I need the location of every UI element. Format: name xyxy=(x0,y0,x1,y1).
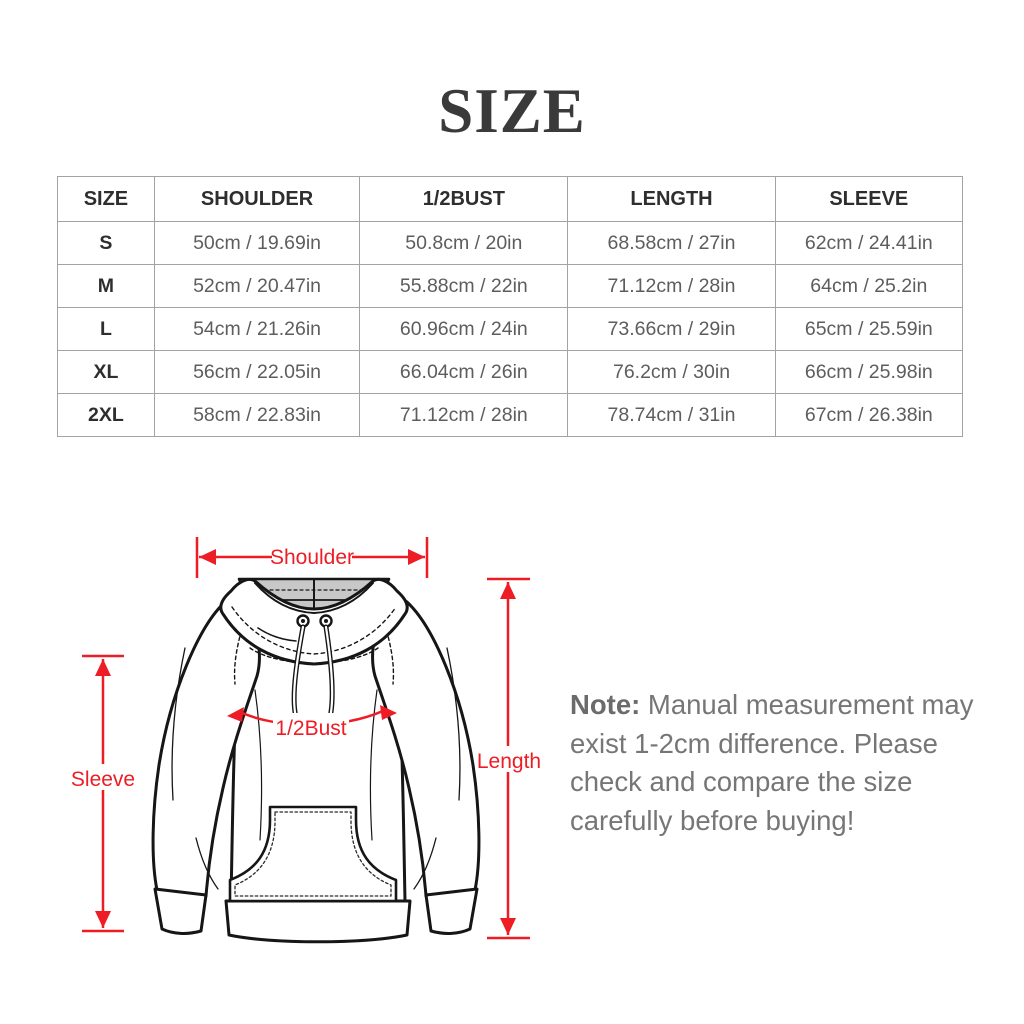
col-header-bust: 1/2BUST xyxy=(359,176,569,222)
bust-label: 1/2Bust xyxy=(275,717,346,740)
note-line-3: check and compare the size xyxy=(570,766,913,797)
cell-shoulder: 52cm / 20.47in xyxy=(153,264,361,308)
length-measure-arrow: Length xyxy=(476,577,542,940)
length-label: Length xyxy=(477,750,541,773)
bust-measure-arrow: 1/2Bust xyxy=(227,705,397,740)
cell-bust: 50.8cm / 20in xyxy=(359,221,569,265)
shoulder-measure-arrow: Shoulder xyxy=(195,537,429,578)
cell-sleeve: 67cm / 26.38in xyxy=(774,393,964,437)
cell-size: L xyxy=(57,307,155,351)
cell-shoulder: 54cm / 21.26in xyxy=(153,307,361,351)
note-line-1: Manual measurement may xyxy=(640,689,974,720)
cell-length: 68.58cm / 27in xyxy=(567,221,776,265)
cell-bust: 66.04cm / 26in xyxy=(359,350,569,394)
hoodie-measurement-diagram: Shoulder 1/2Bust Sleeve xyxy=(67,537,542,944)
cell-shoulder: 58cm / 22.83in xyxy=(153,393,361,437)
cell-sleeve: 66cm / 25.98in xyxy=(774,350,964,394)
table-row: S 50cm / 19.69in 50.8cm / 20in 68.58cm /… xyxy=(57,221,964,265)
size-chart-table: SIZE SHOULDER 1/2BUST LENGTH SLEEVE S 50… xyxy=(57,176,964,437)
right-cuff xyxy=(424,887,479,935)
cell-shoulder: 56cm / 22.05in xyxy=(153,350,361,394)
col-header-sleeve: SLEEVE xyxy=(774,176,964,222)
table-row: XL 56cm / 22.05in 66.04cm / 26in 76.2cm … xyxy=(57,350,964,394)
cell-size: M xyxy=(57,264,155,308)
cell-sleeve: 65cm / 25.59in xyxy=(774,307,964,351)
cell-length: 73.66cm / 29in xyxy=(567,307,776,351)
col-header-shoulder: SHOULDER xyxy=(153,176,361,222)
note-line-2: exist 1-2cm difference. Please xyxy=(570,727,938,759)
page-title: SIZE xyxy=(438,76,586,146)
cell-length: 71.12cm / 28in xyxy=(567,264,776,308)
table-row: L 54cm / 21.26in 60.96cm / 24in 73.66cm … xyxy=(57,307,964,351)
cell-length: 78.74cm / 31in xyxy=(567,393,776,437)
hood-collar xyxy=(219,577,409,666)
note-line-4: carefully before buying! xyxy=(570,804,855,836)
cell-size: 2XL xyxy=(57,393,155,437)
cell-bust: 55.88cm / 22in xyxy=(359,264,569,308)
cell-bust: 71.12cm / 28in xyxy=(359,393,569,437)
col-header-length: LENGTH xyxy=(567,176,776,222)
sleeve-measure-arrow: Sleeve xyxy=(67,654,139,933)
col-header-size: SIZE xyxy=(57,176,155,222)
sleeve-label: Sleeve xyxy=(71,768,135,791)
note-label: Note: xyxy=(570,689,641,720)
cell-length: 76.2cm / 30in xyxy=(567,350,776,394)
hoodie-hem xyxy=(224,899,412,944)
cell-sleeve: 62cm / 24.41in xyxy=(774,221,964,265)
measurement-note: Note: Manual measurement may exist 1-2cm… xyxy=(570,686,980,840)
table-header-row: SIZE SHOULDER 1/2BUST LENGTH SLEEVE xyxy=(57,176,964,222)
cell-shoulder: 50cm / 19.69in xyxy=(153,221,361,265)
cell-bust: 60.96cm / 24in xyxy=(359,307,569,351)
cell-size: S xyxy=(57,221,155,265)
left-cuff xyxy=(153,887,208,935)
shoulder-label: Shoulder xyxy=(270,546,354,569)
table-row: M 52cm / 20.47in 55.88cm / 22in 71.12cm … xyxy=(57,264,964,308)
cell-size: XL xyxy=(57,350,155,394)
cell-sleeve: 64cm / 25.2in xyxy=(774,264,964,308)
table-row: 2XL 58cm / 22.83in 71.12cm / 28in 78.74c… xyxy=(57,393,964,437)
pocket-stitching xyxy=(234,811,392,897)
hoodie-pocket xyxy=(228,805,398,903)
hoodie-illustration xyxy=(151,577,481,944)
